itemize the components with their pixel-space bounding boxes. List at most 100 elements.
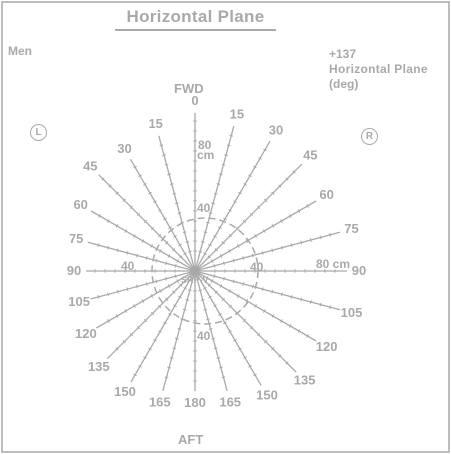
ray-tick: [138, 174, 142, 178]
origin-label: SRP-V: [181, 275, 209, 285]
ray-tick: [306, 204, 309, 208]
angle-label-l-165: 165: [149, 394, 171, 409]
ray-tick: [178, 243, 182, 247]
ray-tick: [319, 302, 322, 307]
ray-tick: [107, 219, 110, 223]
ray-tick: [264, 198, 268, 202]
ray-tick: [292, 170, 296, 174]
ray-tick: [163, 321, 167, 325]
ray-tick: [174, 337, 179, 340]
ray-tick: [248, 174, 252, 178]
title-underline: [115, 29, 276, 31]
angle-ray-l-150: [130, 270, 196, 383]
ray-tick: [182, 308, 187, 311]
angle-label-r-45: 45: [303, 148, 317, 163]
angle-label-l-60: 60: [73, 197, 87, 212]
scale-40-down: 40: [197, 329, 211, 343]
ray-tick: [280, 219, 283, 223]
ray-tick: [221, 241, 225, 245]
ray-tick: [108, 184, 112, 188]
aft-label: AFT: [178, 432, 204, 447]
angle-label-l-45: 45: [83, 158, 97, 173]
ray-tick: [133, 373, 137, 377]
ray-tick: [280, 319, 283, 323]
ray-tick: [242, 318, 247, 323]
ray-tick: [173, 235, 177, 238]
ray-tick: [133, 304, 136, 308]
ray-tick: [300, 297, 303, 302]
ray-tick: [116, 248, 119, 253]
ray-tick: [129, 333, 133, 337]
ray-tick: [164, 163, 169, 166]
ray-tick: [252, 284, 254, 289]
ray-tick: [235, 226, 240, 231]
angle-label-r-120: 120: [316, 339, 338, 354]
angle-label-r-165: 165: [219, 394, 241, 409]
angle-ray-r-105: [194, 270, 341, 311]
ray-tick: [245, 239, 249, 243]
ray-tick: [174, 202, 179, 205]
ray-tick: [165, 241, 169, 245]
ray-tick: [115, 347, 119, 351]
ray-tick: [172, 248, 176, 252]
ray-tick: [164, 376, 169, 379]
ray-tick: [148, 347, 152, 351]
ray-tick: [248, 364, 252, 368]
ray-tick: [203, 308, 208, 311]
ray-tick: [214, 290, 218, 294]
ray-tick: [177, 328, 182, 330]
angle-label-l-135: 135: [88, 359, 110, 374]
ray-tick: [173, 304, 177, 307]
ray-tick: [290, 294, 293, 299]
angle-label-r-150: 150: [256, 388, 278, 403]
ray-tick: [145, 256, 148, 260]
ray-tick: [97, 243, 100, 248]
ray-tick: [223, 276, 225, 281]
ray-tick: [177, 212, 182, 214]
ray-tick: [261, 250, 264, 255]
ray-tick: [129, 205, 133, 209]
angle-label-l-75: 75: [69, 231, 83, 246]
ray-tick: [261, 287, 264, 292]
angle-ray-r-15: [194, 125, 235, 272]
ray-tick: [187, 289, 192, 292]
ray-tick: [167, 284, 171, 288]
ray-group: [86, 113, 347, 391]
angle-label-l-90: 90: [67, 263, 81, 278]
ray-tick: [198, 250, 203, 253]
ray-tick: [213, 304, 217, 307]
ray-tick: [264, 340, 268, 344]
ray-tick: [168, 312, 172, 316]
ray-tick: [172, 192, 177, 195]
ray-tick: [158, 304, 162, 308]
ray-tick: [101, 177, 105, 181]
ray-tick: [223, 261, 225, 266]
ray-tick: [145, 282, 148, 286]
ray-tick: [143, 219, 148, 224]
ray-tick: [221, 376, 226, 379]
ray-tick: [185, 241, 190, 243]
angle-label-l-120: 120: [75, 326, 97, 341]
ray-tick: [285, 177, 289, 181]
ray-tick: [141, 299, 145, 303]
ray-tick: [107, 245, 109, 250]
ray-tick: [162, 154, 166, 157]
ray-tick: [167, 173, 172, 176]
ray-tick: [221, 297, 225, 301]
angle-ray-r-75: [194, 231, 341, 272]
angle-ray-l-75: [87, 241, 196, 272]
angle-ray-l-120: [95, 270, 196, 329]
ray-tick: [172, 347, 177, 350]
ray-tick: [183, 252, 187, 256]
group-label: Men: [8, 44, 32, 58]
plane-label-line2: (deg): [329, 77, 359, 91]
plane-value: +137: [329, 47, 357, 61]
ray-tick: [226, 144, 231, 147]
ray-tick: [229, 134, 234, 137]
ray-tick: [271, 347, 275, 351]
ray-tick: [278, 354, 282, 358]
ray-tick: [159, 144, 164, 147]
ray-tick: [288, 214, 292, 218]
ray-tick: [122, 340, 126, 344]
angle-label-l-15: 15: [148, 116, 162, 131]
